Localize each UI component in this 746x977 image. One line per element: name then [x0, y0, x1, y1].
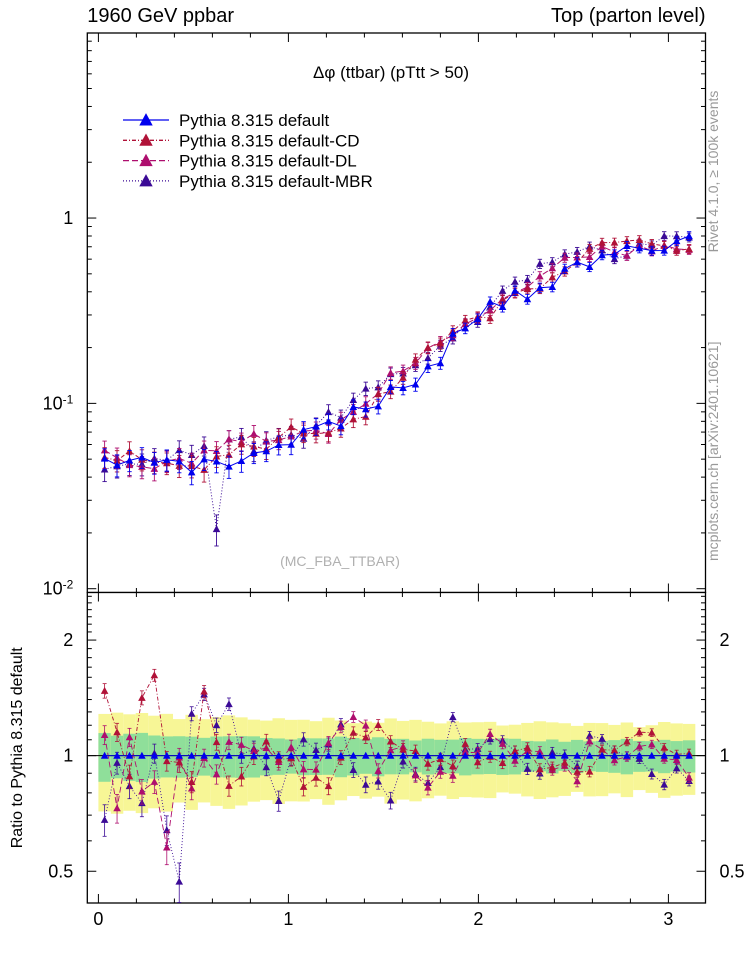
svg-text:Ratio to Pythia 8.315 default: Ratio to Pythia 8.315 default	[9, 647, 26, 849]
svg-text:3: 3	[663, 909, 673, 929]
svg-text:mcplots.cern.ch [arXiv:2401.10: mcplots.cern.ch [arXiv:2401.10621]	[705, 342, 721, 561]
svg-text:1: 1	[63, 208, 73, 228]
svg-text:2: 2	[473, 909, 483, 929]
svg-text:1: 1	[283, 909, 293, 929]
svg-text:1: 1	[720, 746, 730, 766]
svg-text:Rivet 4.1.0, ≥ 100k events: Rivet 4.1.0, ≥ 100k events	[705, 91, 721, 253]
svg-text:0.5: 0.5	[48, 861, 73, 881]
svg-text:Δφ (ttbar) (pTtt > 50): Δφ (ttbar) (pTtt > 50)	[313, 63, 469, 82]
svg-text:0: 0	[93, 909, 103, 929]
svg-text:Top (parton level): Top (parton level)	[551, 5, 706, 27]
svg-text:(MC_FBA_TTBAR): (MC_FBA_TTBAR)	[280, 553, 400, 569]
svg-text:Pythia 8.315 default-MBR: Pythia 8.315 default-MBR	[179, 172, 373, 191]
svg-text:1960 GeV ppbar: 1960 GeV ppbar	[87, 5, 234, 27]
svg-text:Pythia 8.315 default-CD: Pythia 8.315 default-CD	[179, 131, 360, 150]
svg-text:2: 2	[720, 630, 730, 650]
svg-text:2: 2	[63, 630, 73, 650]
svg-text:1: 1	[63, 746, 73, 766]
svg-text:0.5: 0.5	[720, 861, 745, 881]
svg-text:Pythia 8.315 default: Pythia 8.315 default	[179, 111, 330, 130]
svg-text:Pythia 8.315 default-DL: Pythia 8.315 default-DL	[179, 152, 357, 171]
